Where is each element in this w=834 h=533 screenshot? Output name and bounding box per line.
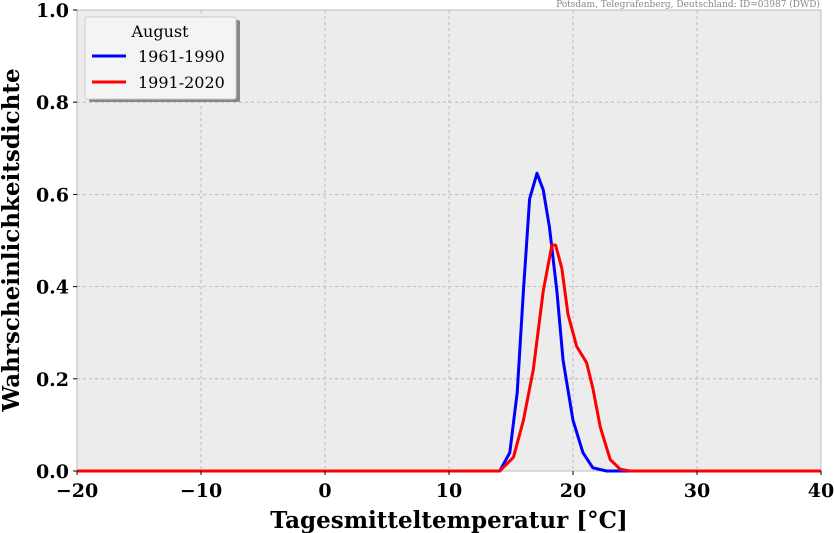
y-tick-label: 0.6 [36,184,69,206]
source-note: Potsdam, Telegrafenberg, Deutschland: ID… [556,0,820,10]
series-line-1961-1990 [77,171,821,473]
y-tick-label: 1.0 [36,0,69,22]
x-axis-label: Tagesmitteltemperatur [°C] [270,507,628,533]
x-tick-label: 20 [560,480,586,502]
y-tick-label: 0.2 [36,369,69,391]
x-tick-label: 10 [436,480,462,502]
x-tick-label: 40 [808,480,834,502]
legend: August 1961-1990 1991-2020 [84,16,240,102]
ticks: −20 −10 0 10 20 30 40 0.0 0.2 0.4 0.6 0.8 1.0 [36,0,834,502]
x-tick-label: 0 [318,480,331,502]
legend-label-1991-2020: 1991-2020 [138,73,225,92]
x-tick-label: 30 [684,480,710,502]
series-lines [77,171,821,473]
y-tick-label: 0.8 [36,92,69,114]
x-tick-label: −10 [180,480,222,502]
legend-label-1961-1990: 1961-1990 [138,47,225,66]
y-tick-label: 0.0 [36,461,69,483]
x-tick-label: −20 [56,480,98,502]
series-line-1991-2020 [77,243,821,473]
legend-title: August [130,22,189,41]
y-tick-label: 0.4 [36,277,69,299]
y-axis-label: Wahrscheinlichkeitsdichte [0,68,25,412]
grid [77,10,821,471]
